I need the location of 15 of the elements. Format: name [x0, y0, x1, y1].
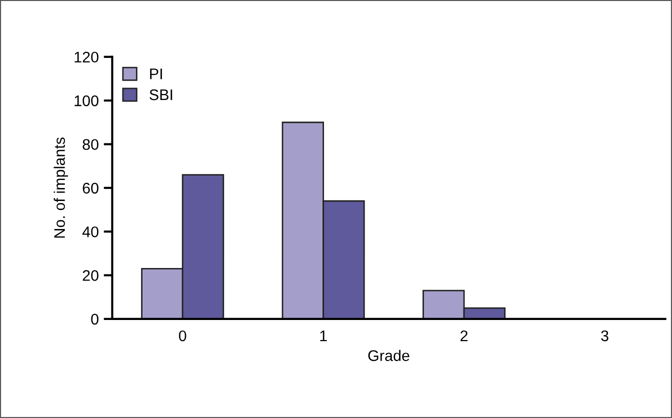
x-axis-title: Grade — [368, 350, 410, 362]
y-tick-label: 60 — [82, 182, 98, 194]
x-tick-label: 1 — [320, 330, 327, 342]
y-tick-label: 80 — [82, 139, 98, 150]
x-tick-label: 2 — [460, 330, 468, 342]
y-tick-label: 40 — [82, 226, 98, 238]
y-tick-label: 20 — [82, 270, 98, 281]
x-tick-label: 0 — [178, 330, 186, 342]
x-tick-label: 3 — [601, 330, 608, 342]
legend-label: SBI — [150, 89, 172, 100]
y-tick-label: 100 — [74, 95, 98, 106]
y-tick-label: 0 — [91, 314, 98, 325]
legend-label: PI — [150, 68, 162, 80]
y-axis-title: No. of implants — [54, 137, 68, 238]
y-tick-label: 120 — [74, 52, 98, 63]
